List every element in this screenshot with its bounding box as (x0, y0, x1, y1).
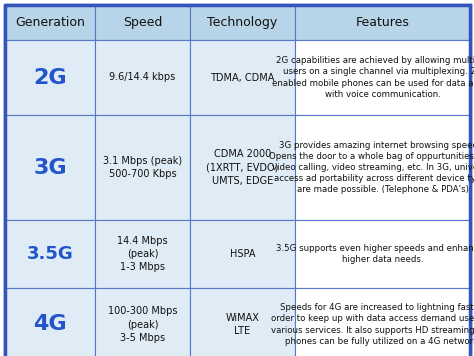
Text: CDMA 2000
(1XRTT, EVDO)
UMTS, EDGE: CDMA 2000 (1XRTT, EVDO) UMTS, EDGE (206, 149, 279, 186)
Bar (5, 220, 95, 288)
Bar (295, 288, 470, 356)
Text: 3.5G supports even higher speeds and enhances
higher data needs.: 3.5G supports even higher speeds and enh… (276, 244, 474, 264)
Text: HSPA: HSPA (230, 249, 255, 259)
Text: 9.6/14.4 kbps: 9.6/14.4 kbps (109, 73, 176, 83)
Text: TDMA, CDMA: TDMA, CDMA (210, 73, 275, 83)
Text: 3.1 Mbps (peak)
500-700 Kbps: 3.1 Mbps (peak) 500-700 Kbps (103, 156, 182, 179)
Text: 2G capabilities are achieved by allowing multiple
users on a single channel via : 2G capabilities are achieved by allowing… (273, 56, 474, 99)
Text: 4G: 4G (33, 314, 67, 335)
Bar (190, 40, 295, 115)
Bar (95, 220, 190, 288)
Text: 100-300 Mbps
(peak)
3-5 Mbps: 100-300 Mbps (peak) 3-5 Mbps (108, 306, 177, 343)
Bar (295, 115, 470, 220)
Bar (5, 5, 95, 40)
Text: Speed: Speed (123, 16, 162, 29)
Text: 3G provides amazing internet browsing speeds.
Opens the door to a whole bag of o: 3G provides amazing internet browsing sp… (270, 141, 474, 194)
Bar (95, 40, 190, 115)
Bar (5, 40, 95, 115)
Bar (190, 5, 295, 40)
Bar (190, 115, 295, 220)
Text: WiMAX
LTE: WiMAX LTE (226, 313, 259, 336)
Bar (295, 5, 470, 40)
Bar (5, 115, 95, 220)
Text: 2G: 2G (33, 68, 67, 88)
Bar (295, 220, 470, 288)
Text: Technology: Technology (207, 16, 278, 29)
Text: 3G: 3G (33, 157, 67, 178)
Bar (95, 5, 190, 40)
Bar (95, 115, 190, 220)
Bar (5, 288, 95, 356)
Text: Generation: Generation (15, 16, 85, 29)
Bar (295, 40, 470, 115)
Bar (190, 288, 295, 356)
Bar (190, 220, 295, 288)
Text: Speeds for 4G are increased to lightning fast in
order to keep up with data acce: Speeds for 4G are increased to lightning… (272, 303, 474, 346)
Text: Features: Features (356, 16, 410, 29)
Text: 3.5G: 3.5G (27, 245, 73, 263)
Text: 14.4 Mbps
(peak)
1-3 Mbps: 14.4 Mbps (peak) 1-3 Mbps (117, 236, 168, 272)
Bar (95, 288, 190, 356)
